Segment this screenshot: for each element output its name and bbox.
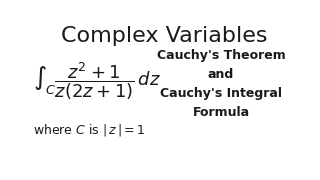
Text: $\int_C \dfrac{z^2+1}{z(2z+1)}\,dz$: $\int_C \dfrac{z^2+1}{z(2z+1)}\,dz$ — [33, 60, 161, 102]
Text: where $C$ is $|\, z\, | = 1$: where $C$ is $|\, z\, | = 1$ — [33, 122, 146, 138]
Text: Cauchy's Theorem
and
Cauchy's Integral
Formula: Cauchy's Theorem and Cauchy's Integral F… — [157, 49, 285, 119]
Text: Complex Variables: Complex Variables — [61, 26, 267, 46]
